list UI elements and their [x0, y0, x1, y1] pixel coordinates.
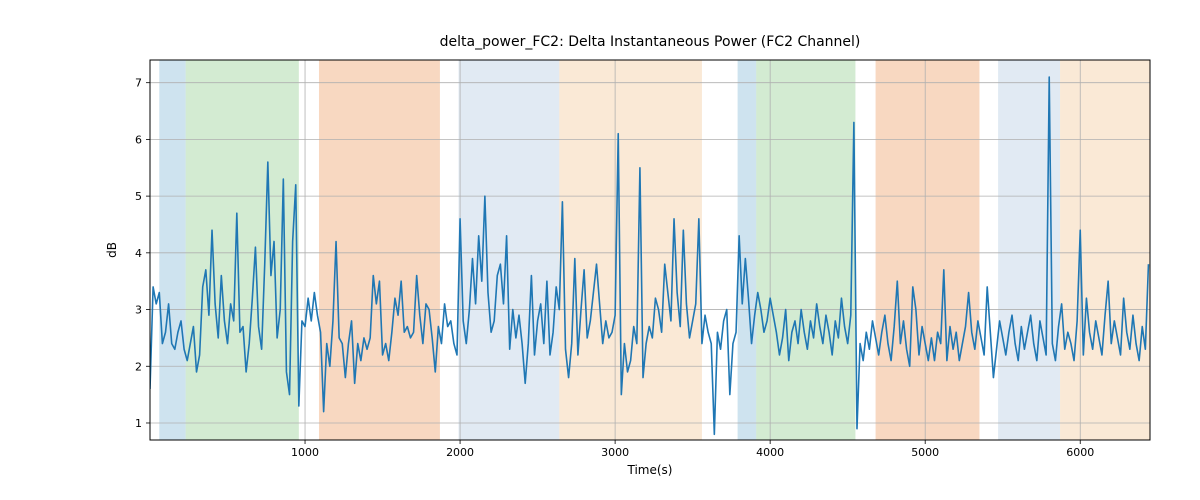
band [459, 60, 560, 440]
band [1060, 60, 1150, 440]
band [559, 60, 702, 440]
x-tick-label: 3000 [601, 446, 629, 459]
band [159, 60, 185, 440]
x-axis-label: Time(s) [627, 463, 673, 477]
y-tick-label: 2 [135, 360, 142, 373]
x-tick-label: 1000 [291, 446, 319, 459]
y-tick-label: 7 [135, 77, 142, 90]
chart-title: delta_power_FC2: Delta Instantaneous Pow… [440, 34, 861, 50]
y-tick-label: 5 [135, 190, 142, 203]
line-chart: 1000 2000 3000 4000 5000 6000 1 2 3 4 5 6 7 Time(s) dB… [0, 0, 1200, 500]
y-ticks: 1 2 3 4 5 6 7 [135, 77, 150, 430]
y-tick-label: 4 [135, 247, 142, 260]
y-axis-label: dB [105, 242, 119, 258]
x-ticks: 1000 2000 3000 4000 5000 6000 [291, 440, 1094, 459]
x-tick-label: 2000 [446, 446, 474, 459]
x-tick-label: 4000 [756, 446, 784, 459]
x-tick-label: 5000 [911, 446, 939, 459]
y-tick-label: 6 [135, 133, 142, 146]
band [319, 60, 440, 440]
band [756, 60, 855, 440]
chart-container: 1000 2000 3000 4000 5000 6000 1 2 3 4 5 6 7 Time(s) dB… [0, 0, 1200, 500]
band [876, 60, 980, 440]
y-tick-label: 3 [135, 304, 142, 317]
y-tick-label: 1 [135, 417, 142, 430]
x-tick-label: 6000 [1066, 446, 1094, 459]
